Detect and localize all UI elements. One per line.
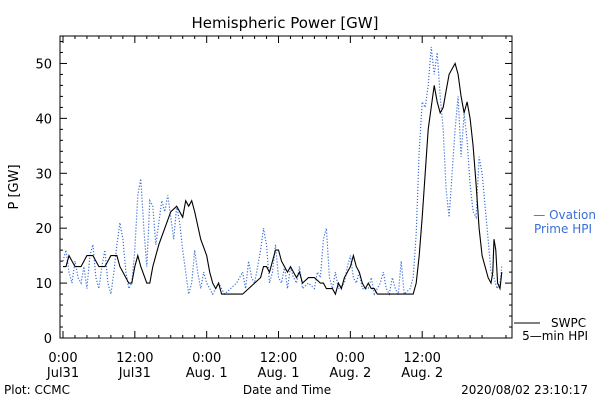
x-tick-label-time: 12:00 (403, 351, 440, 366)
x-tick-label-time: 0:00 (48, 351, 77, 366)
legend-swpc-line1: SWPC (551, 316, 586, 330)
x-tick-label-date: Aug. 1 (258, 366, 300, 381)
series-swpc-line (63, 62, 503, 296)
x-tick-label-date: Jul31 (118, 366, 151, 381)
plot-credit: Plot: CCMC (4, 383, 70, 397)
x-tick-label-time: 12:00 (116, 351, 153, 366)
y-tick-label: 0 (44, 332, 52, 347)
y-tick-label: 10 (35, 277, 52, 292)
legend-swpc-line2: 5—min HPI (522, 329, 588, 343)
series-ovation-prime-line (62, 46, 503, 297)
x-tick-label-time: 0:00 (336, 351, 365, 366)
y-tick-label: 50 (35, 57, 52, 72)
chart-title: Hemispheric Power [GW] (192, 14, 379, 32)
legend-ovation-line1: — Ovation (533, 208, 596, 222)
x-tick-label-date: Aug. 2 (401, 366, 443, 381)
legend-ovation-line2: Prime HPI (534, 222, 592, 236)
x-axis-label: Date and Time (243, 383, 331, 397)
y-tick-label: 20 (35, 222, 52, 237)
x-tick-label-date: Aug. 2 (329, 366, 371, 381)
x-tick-label-date: Jul31 (46, 366, 79, 381)
x-tick-label-date: Aug. 1 (186, 366, 228, 381)
plot-frame (59, 35, 513, 339)
plot-timestamp: 2020/08/02 23:10:17 (461, 383, 588, 397)
legend-swpc: SWPC 5—min HPI (514, 316, 588, 343)
y-axis-label: P [GW] (7, 164, 22, 209)
y-tick-label: 30 (35, 167, 52, 182)
legend-ovation: — Ovation Prime HPI (533, 208, 596, 236)
x-tick-label-time: 12:00 (260, 351, 297, 366)
x-tick-label-time: 0:00 (192, 351, 221, 366)
y-tick-label: 40 (35, 112, 52, 127)
